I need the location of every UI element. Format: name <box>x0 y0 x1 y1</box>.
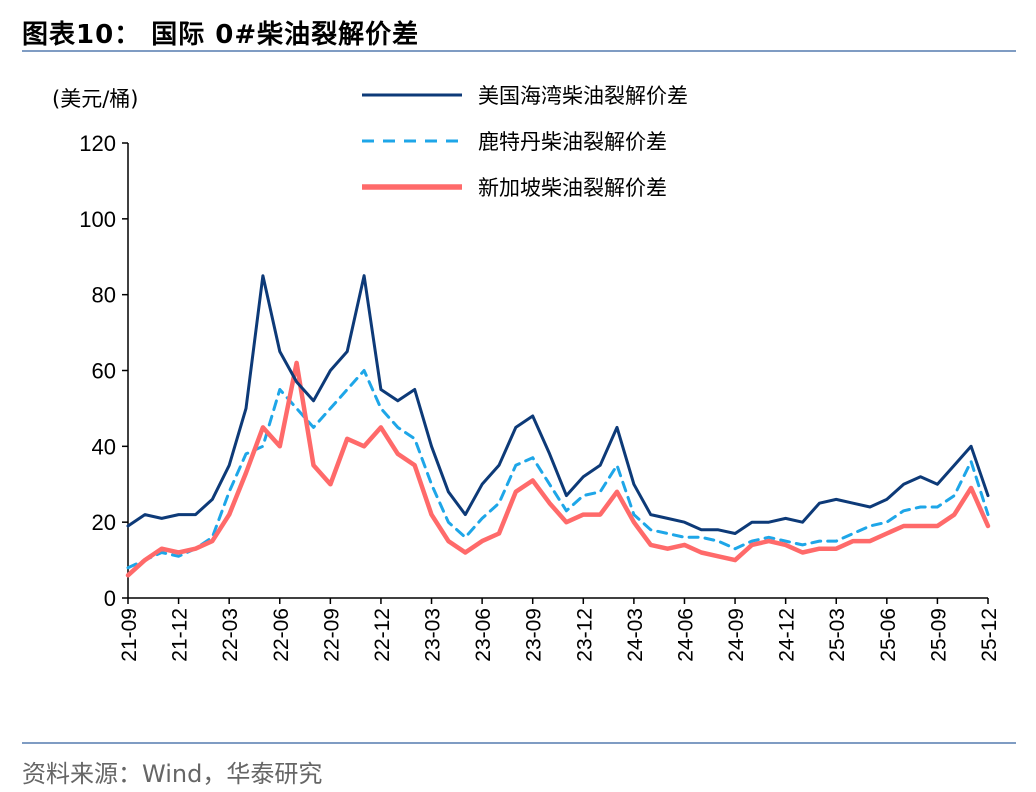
chart-canvas: 0 20 40 60 80 100 120 21-09 21-12 22-03 22-06 22-09… <box>52 84 1001 662</box>
x-tick-label: 25-06 <box>877 608 900 662</box>
x-tick-label: 23-09 <box>523 608 546 662</box>
x-tick-label: 25-12 <box>978 608 1001 662</box>
x-tick-label: 22-09 <box>320 608 343 662</box>
y-tick-label: 100 <box>79 207 116 232</box>
legend-label: 新加坡柴油裂解价差 <box>478 176 667 200</box>
source-note: 资料来源：Wind，华泰研究 <box>22 760 323 788</box>
x-tick-label: 24-06 <box>674 608 697 662</box>
x-tick-label: 24-12 <box>776 608 799 662</box>
title-divider <box>22 50 1016 52</box>
chart-title: 图表10： 国际 0#柴油裂解价差 <box>22 20 420 50</box>
x-tick-label: 25-03 <box>826 608 849 662</box>
y-tick-label: 60 <box>92 359 116 384</box>
series-layer <box>125 274 991 578</box>
x-tick-label: 24-09 <box>725 608 748 662</box>
series-line-1 <box>126 369 990 570</box>
y-tick-label: 80 <box>92 283 116 308</box>
x-tick-label: 21-12 <box>169 608 192 662</box>
x-tick-label: 23-06 <box>472 608 495 662</box>
x-tick-label: 22-03 <box>219 608 242 662</box>
y-tick-label: 20 <box>92 510 116 535</box>
x-tick-label: 23-12 <box>573 608 596 662</box>
y-unit-label: (美元/桶) <box>52 87 138 111</box>
legend-label: 鹿特丹柴油裂解价差 <box>478 130 667 154</box>
x-tick-label: 22-06 <box>270 608 293 662</box>
y-tick-label: 120 <box>79 131 116 156</box>
source-divider <box>22 742 1016 744</box>
legend-label: 美国海湾柴油裂解价差 <box>478 84 688 108</box>
x-tick-label: 24-03 <box>624 608 647 662</box>
x-tick-label: 21-09 <box>118 608 141 662</box>
x-tick-label: 25-09 <box>927 608 950 662</box>
y-tick-label: 40 <box>92 434 116 459</box>
x-tick-label: 23-03 <box>422 608 445 662</box>
y-tick-label: 0 <box>104 586 116 611</box>
axes: 0 20 40 60 80 100 120 21-09 21-12 22-03 22-06 22-09… <box>79 131 1001 662</box>
series-line-2 <box>125 360 991 578</box>
series-line-0 <box>126 274 990 535</box>
x-tick-label: 22-12 <box>371 608 394 662</box>
